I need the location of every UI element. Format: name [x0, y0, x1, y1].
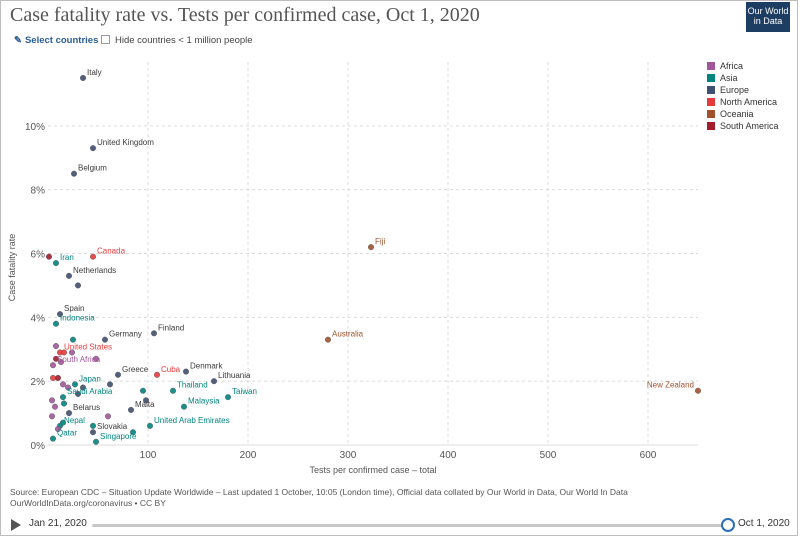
timeline-handle[interactable]: [721, 518, 735, 532]
legend-label: Europe: [720, 85, 750, 95]
source-line-1: Source: European CDC – Situation Update …: [10, 487, 628, 497]
play-icon[interactable]: [11, 519, 21, 531]
select-countries-label: Select countries: [24, 35, 99, 46]
legend-swatch: [707, 110, 715, 118]
source-line-2: OurWorldInData.org/coronavirus • CC BY: [10, 498, 166, 508]
logo-line-2: in Data: [753, 16, 783, 26]
hide-small-countries-label: Hide countries < 1 million people: [115, 35, 253, 46]
timeline-end-date: Oct 1, 2020: [738, 518, 790, 529]
source-note: Source: European CDC – Situation Update …: [10, 487, 790, 509]
owid-logo[interactable]: Our World in Data: [746, 2, 790, 32]
timeline-track[interactable]: [92, 524, 728, 527]
legend-swatch: [707, 62, 715, 70]
timeline-start-date: Jan 21, 2020: [29, 518, 87, 529]
legend-item[interactable]: North America: [707, 96, 779, 108]
chart-title: Case fatality rate vs. Tests per confirm…: [10, 4, 480, 26]
legend-item[interactable]: Oceania: [707, 108, 779, 120]
checkbox-icon[interactable]: [101, 35, 110, 44]
hide-small-countries-toggle[interactable]: Hide countries < 1 million people: [101, 35, 253, 46]
select-countries-button[interactable]: ✎ Select countries: [14, 35, 98, 46]
legend-item[interactable]: South America: [707, 120, 779, 132]
legend-label: Africa: [720, 61, 744, 71]
legend-item[interactable]: Europe: [707, 84, 779, 96]
legend-label: Asia: [720, 73, 738, 83]
legend: Africa Asia Europe North America Oceania Sout…: [707, 60, 779, 132]
legend-swatch: [707, 122, 715, 130]
timeline: Jan 21, 2020 Oct 1, 2020: [0, 512, 798, 536]
legend-label: North America: [720, 97, 778, 107]
legend-label: Oceania: [720, 109, 754, 119]
pencil-icon: ✎: [14, 35, 22, 46]
legend-item[interactable]: Africa: [707, 60, 779, 72]
legend-item[interactable]: Asia: [707, 72, 779, 84]
legend-swatch: [707, 86, 715, 94]
legend-swatch: [707, 98, 715, 106]
legend-label: South America: [720, 121, 779, 131]
logo-line-1: Our World: [747, 6, 789, 16]
legend-swatch: [707, 74, 715, 82]
chart-controls: ✎ Select countries Hide countries < 1 mil…: [14, 35, 253, 46]
